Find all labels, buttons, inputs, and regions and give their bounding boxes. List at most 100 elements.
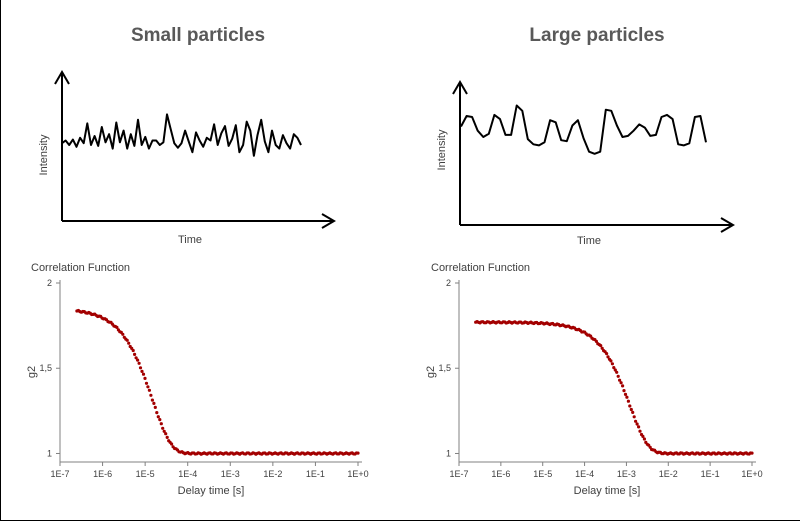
data-point (635, 422, 639, 426)
data-point (621, 384, 625, 388)
x-tick-label: 1E-1 (306, 469, 325, 479)
data-point (155, 411, 159, 415)
x-tick-label: 1E-1 (701, 469, 720, 479)
x-tick-label: 1E-3 (617, 469, 636, 479)
data-point (612, 366, 616, 370)
corr-points (474, 320, 754, 456)
x-tick-label: 1E-5 (533, 469, 552, 479)
data-point (599, 344, 603, 348)
data-point (615, 370, 619, 374)
trace-x-label: Time (178, 234, 202, 246)
data-point (606, 355, 610, 359)
data-point (616, 374, 620, 378)
data-point (162, 429, 166, 433)
correlation-chart-small: Correlation Function 1E-7 1E-6 1E-5 1E-4 1E-… (26, 262, 369, 497)
trace-y-label: Intensity (436, 129, 448, 170)
data-point (133, 352, 137, 356)
trace-x-arrowhead (720, 217, 735, 233)
data-point (605, 352, 609, 356)
data-point (125, 338, 129, 342)
intensity-trace-line (460, 104, 707, 155)
trace-x-arrowhead (321, 213, 336, 229)
y-tick-label: 1 (47, 448, 52, 458)
trace-x-label: Time (577, 235, 601, 247)
x-tick-label: 1E+0 (741, 469, 762, 479)
data-point (150, 398, 154, 402)
data-point (622, 389, 626, 393)
x-tick-label: 1E-6 (93, 469, 112, 479)
data-point (625, 395, 629, 399)
data-point (638, 429, 642, 433)
data-point (158, 418, 162, 422)
data-point (610, 362, 615, 366)
data-point (159, 422, 163, 426)
correlation-chart-large: Correlation Function 1E-7 1E-6 1E-5 1E-4 1E-… (425, 262, 763, 497)
corr-ticks: 1E-7 1E-6 1E-5 1E-4 1E-3 1E-2 1E-1 1E+0 1 1,5 2 (438, 278, 762, 479)
corr-points (75, 308, 360, 456)
data-point (144, 381, 149, 385)
corr-ticks: 1E-7 1E-6 1E-5 1E-4 1E-3 1E-2 1E-1 1E+0 1 1,5 2 (39, 278, 368, 479)
x-tick-label: 1E-4 (178, 469, 197, 479)
trace-y-arrowhead (54, 70, 70, 85)
data-point (609, 359, 613, 363)
trace-chart-large: Time Intensity (436, 80, 735, 247)
data-point (634, 419, 638, 423)
data-point (146, 385, 150, 389)
x-tick-label: 1E-3 (221, 469, 240, 479)
panel-title-small: Small particles (131, 25, 265, 46)
x-tick-label: 1E-6 (491, 469, 510, 479)
x-tick-label: 1E-5 (136, 469, 155, 479)
data-point (136, 358, 140, 362)
data-point (153, 405, 157, 409)
y-tick-label: 1,5 (39, 363, 52, 373)
intensity-trace-line (61, 113, 302, 157)
data-point (631, 410, 635, 414)
data-point (140, 369, 144, 373)
data-point (143, 376, 147, 380)
data-point (165, 435, 169, 439)
data-point (641, 434, 645, 438)
data-point (115, 325, 119, 329)
correlation-title: Correlation Function (31, 262, 130, 274)
y-tick-label: 2 (446, 278, 451, 288)
correlation-title: Correlation Function (431, 262, 530, 274)
data-point (623, 392, 628, 396)
data-point (632, 415, 636, 419)
data-point (134, 356, 138, 360)
data-point (628, 404, 632, 408)
data-point (138, 366, 143, 370)
data-point (600, 346, 604, 350)
data-point (629, 407, 633, 412)
corr-x-label: Delay time [s] (574, 485, 641, 497)
y-tick-label: 1 (446, 448, 451, 458)
x-tick-label: 1E-4 (575, 469, 594, 479)
data-point (147, 388, 151, 392)
trace-y-arrowhead (452, 80, 468, 95)
x-tick-label: 1E-2 (659, 469, 678, 479)
frame-left-border (0, 0, 1, 521)
data-point (121, 332, 125, 336)
data-point (750, 451, 754, 455)
data-point (170, 442, 174, 446)
x-tick-label: 1E+0 (347, 469, 368, 479)
data-point (637, 425, 641, 429)
y-tick-label: 1,5 (438, 363, 451, 373)
x-tick-label: 1E-2 (263, 469, 282, 479)
data-point (642, 437, 647, 441)
data-point (137, 361, 141, 365)
data-point (626, 399, 631, 403)
x-tick-label: 1E-7 (449, 469, 468, 479)
data-point (141, 372, 146, 376)
data-point (149, 393, 153, 397)
y-tick-label: 2 (47, 278, 52, 288)
x-tick-label: 1E-7 (50, 469, 69, 479)
data-point (164, 432, 168, 436)
data-point (613, 368, 617, 372)
trace-y-label: Intensity (38, 134, 50, 175)
trace-chart-small: Time Intensity (38, 70, 336, 246)
data-point (131, 348, 135, 353)
data-point (619, 381, 623, 385)
data-point (356, 451, 360, 455)
data-point (152, 401, 156, 405)
data-point (156, 415, 160, 419)
